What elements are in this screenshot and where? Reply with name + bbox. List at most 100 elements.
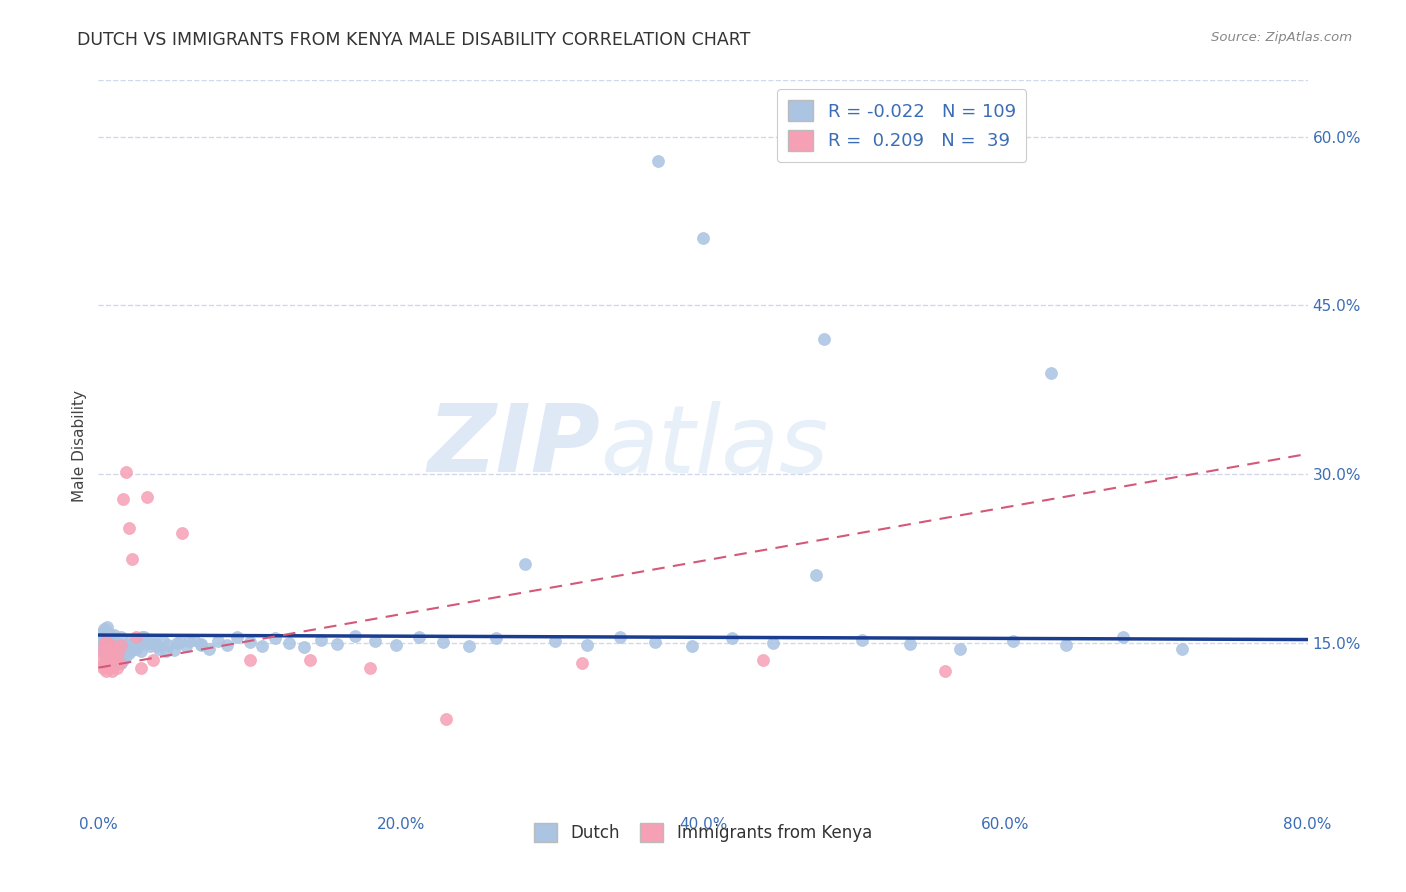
Point [96, 620, 118, 634]
Point [124, 635, 146, 649]
Point [100, 651, 122, 665]
Point [91, 624, 114, 639]
Text: atlas: atlas [600, 401, 828, 491]
Point [170, 525, 193, 540]
Point [169, 635, 191, 649]
Point [110, 656, 132, 670]
Point [103, 655, 125, 669]
Point [135, 635, 157, 649]
Point [105, 647, 128, 661]
Point [1054, 638, 1077, 652]
Point [264, 632, 287, 646]
Point [344, 629, 367, 643]
Point [644, 635, 666, 649]
Point [94, 636, 117, 650]
Point [114, 638, 136, 652]
Point [100, 642, 122, 657]
Point [934, 664, 956, 678]
Point [121, 642, 143, 657]
Point [197, 641, 219, 656]
Point [309, 632, 332, 647]
Point [93, 644, 115, 658]
Point [118, 646, 141, 660]
Point [108, 640, 131, 655]
Point [94, 649, 117, 664]
Point [94, 649, 117, 664]
Point [114, 649, 136, 664]
Point [898, 637, 921, 651]
Point [100, 633, 122, 648]
Point [239, 635, 262, 649]
Point [98, 645, 121, 659]
Point [94, 641, 117, 656]
Point [93, 656, 115, 670]
Point [155, 644, 177, 658]
Point [544, 633, 567, 648]
Point [513, 557, 536, 571]
Point [91, 633, 114, 648]
Point [457, 640, 479, 654]
Point [107, 653, 129, 667]
Point [114, 465, 136, 479]
Point [103, 658, 125, 673]
Point [110, 647, 132, 661]
Point [93, 638, 115, 652]
Point [121, 551, 143, 566]
Point [94, 632, 117, 647]
Point [277, 636, 299, 650]
Point [250, 640, 273, 654]
Point [851, 632, 873, 647]
Point [215, 638, 238, 652]
Point [118, 521, 141, 535]
Point [142, 632, 165, 647]
Point [129, 644, 152, 658]
Point [91, 661, 114, 675]
Point [101, 640, 124, 654]
Point [105, 638, 128, 652]
Point [571, 656, 593, 670]
Point [190, 637, 212, 651]
Y-axis label: Male Disability: Male Disability [72, 390, 87, 502]
Point [129, 661, 152, 675]
Point [239, 653, 262, 667]
Point [408, 630, 430, 644]
Point [135, 490, 157, 504]
Point [142, 653, 165, 667]
Point [105, 661, 128, 675]
Point [98, 645, 121, 659]
Point [692, 231, 714, 245]
Point [125, 630, 148, 644]
Point [93, 623, 115, 637]
Point [127, 640, 149, 654]
Point [292, 640, 315, 655]
Point [104, 650, 127, 665]
Point [434, 713, 457, 727]
Point [152, 633, 174, 648]
Point [103, 641, 125, 656]
Text: DUTCH VS IMMIGRANTS FROM KENYA MALE DISABILITY CORRELATION CHART: DUTCH VS IMMIGRANTS FROM KENYA MALE DISA… [77, 31, 751, 49]
Point [485, 632, 508, 646]
Point [94, 624, 117, 638]
Point [139, 640, 162, 654]
Point [100, 638, 122, 652]
Point [94, 633, 117, 648]
Point [761, 636, 783, 650]
Point [385, 638, 408, 652]
Point [145, 637, 167, 651]
Point [93, 630, 115, 644]
Point [103, 628, 125, 642]
Point [101, 644, 124, 658]
Point [432, 635, 454, 649]
Point [148, 641, 170, 656]
Point [111, 653, 134, 667]
Point [91, 645, 114, 659]
Point [120, 633, 142, 648]
Point [101, 664, 124, 678]
Point [96, 629, 118, 643]
Point [174, 640, 197, 654]
Point [90, 638, 112, 652]
Point [103, 637, 125, 651]
Point [101, 630, 124, 644]
Point [609, 630, 631, 644]
Point [98, 636, 121, 650]
